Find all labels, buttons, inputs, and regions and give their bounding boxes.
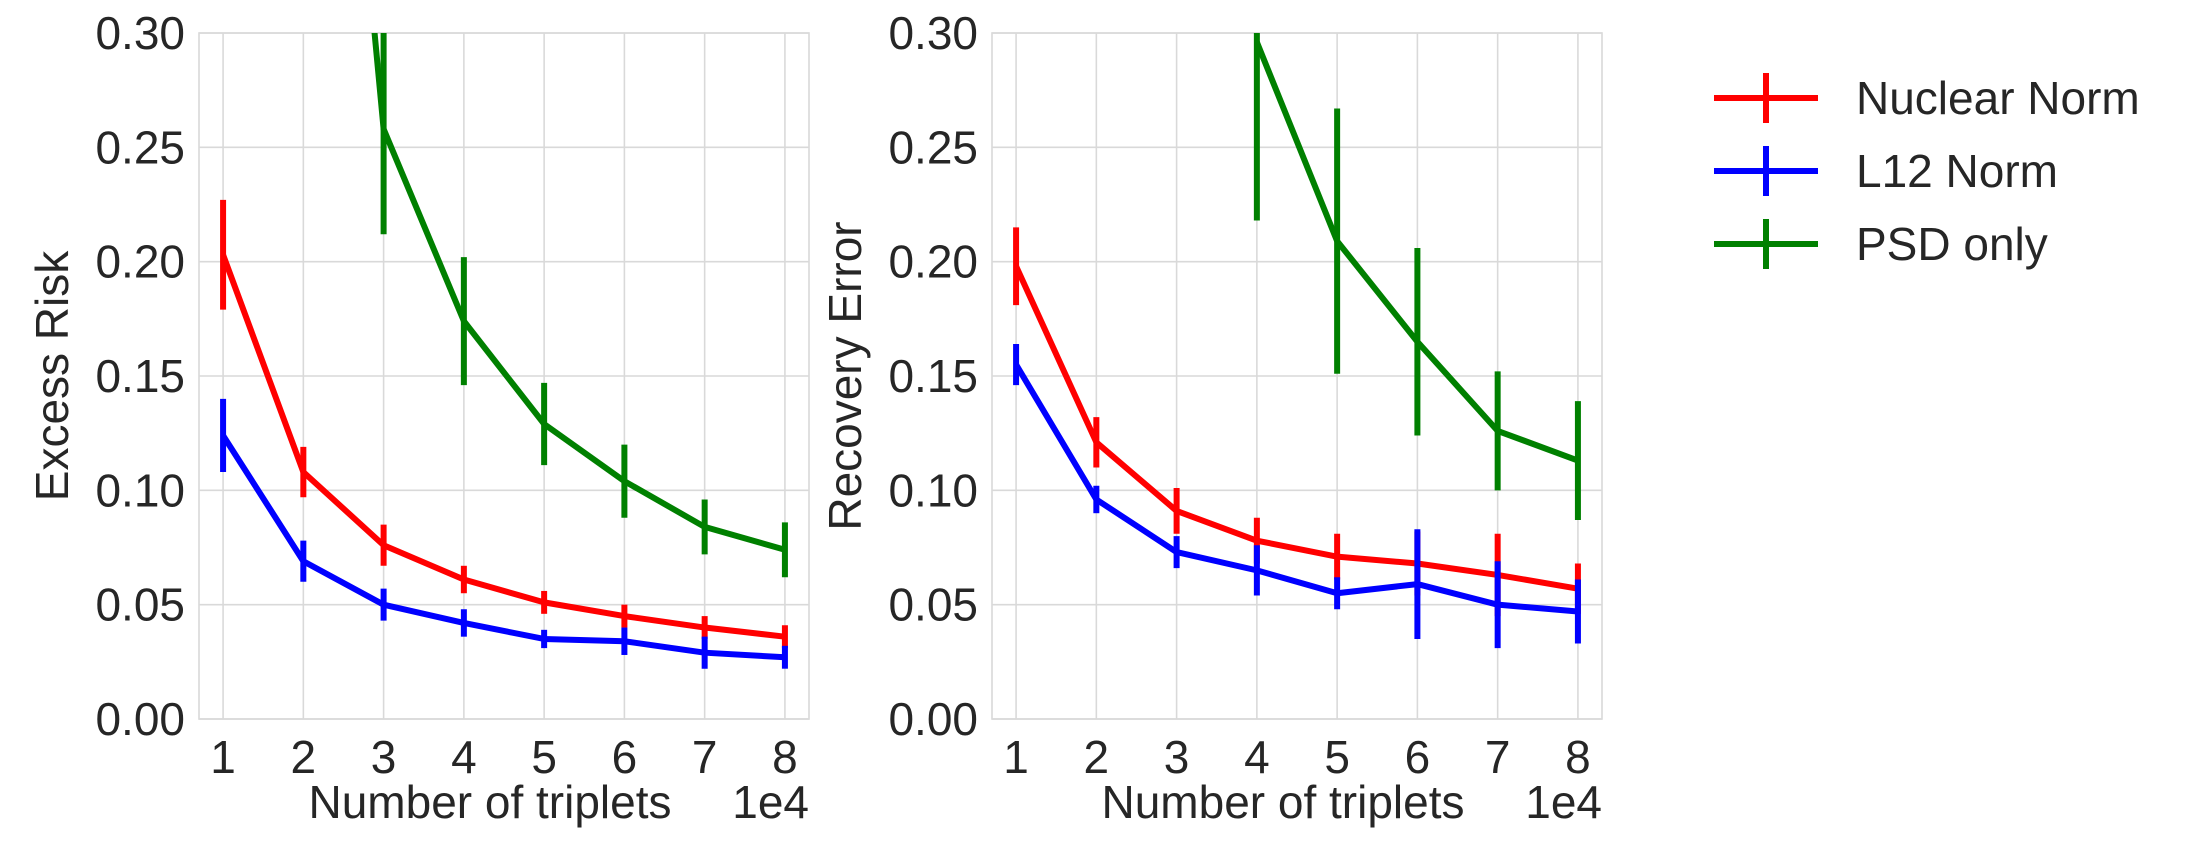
x-tick-label: 8 [772, 731, 798, 783]
x-tick-label: 7 [692, 731, 718, 783]
x-offset-label: 1e4 [1525, 776, 1602, 828]
y-tick-label: 0.25 [888, 121, 978, 173]
series-group [1013, 33, 1581, 649]
recovery-error-plot: 1 2 3 4 5 6 7 8 0.00 0.05 0.10 0.15 0.20 0.25 0.30 Numb… [819, 7, 1603, 828]
y-axis-label: Recovery Error [819, 221, 871, 530]
series-line-l12-norm [220, 433, 786, 661]
legend-label-l12-norm: L12 Norm [1856, 145, 2058, 197]
y-tick-label: 0.10 [95, 464, 185, 516]
legend-label-psd-only: PSD only [1856, 218, 2048, 270]
y-tick-label: 0.25 [95, 121, 185, 173]
x-offset-label: 1e4 [732, 776, 809, 828]
x-tick-label: 6 [1405, 731, 1431, 783]
x-tick-label: 3 [371, 731, 397, 783]
legend-label-nuclear-norm: Nuclear Norm [1856, 72, 2140, 124]
y-tick-label: 0.00 [95, 693, 185, 745]
x-tick-label: 6 [612, 731, 638, 783]
series-group [220, 33, 788, 669]
legend: Nuclear Norm L12 Norm PSD only [1714, 72, 2140, 270]
y-tick-label: 0.05 [888, 579, 978, 631]
series-line-nuclear-norm [220, 253, 786, 640]
x-tick-label: 4 [451, 731, 477, 783]
axes-frame [198, 32, 810, 720]
legend-entry-nuclear-norm: Nuclear Norm [1714, 72, 2140, 124]
x-tick-label: 8 [1565, 731, 1591, 783]
y-tick-label: 0.00 [888, 693, 978, 745]
axes-frame [991, 32, 1603, 720]
x-tick-label: 5 [531, 731, 557, 783]
x-tick-label: 3 [1164, 731, 1190, 783]
y-axis-label: Excess Risk [26, 250, 78, 501]
x-tick-label: 5 [1324, 731, 1350, 783]
y-tick-label: 0.30 [888, 7, 978, 59]
y-tick-label: 0.15 [888, 350, 978, 402]
y-tick-label: 0.10 [888, 464, 978, 516]
y-tick-label: 0.30 [95, 7, 185, 59]
series-line-nuclear-norm [1013, 264, 1579, 592]
y-tick-label: 0.05 [95, 579, 185, 631]
y-tick-label: 0.20 [888, 236, 978, 288]
x-axis-label: Number of triplets [1101, 776, 1464, 828]
x-tick-label: 2 [1084, 731, 1110, 783]
x-tick-label: 7 [1485, 731, 1511, 783]
y-tick-label: 0.15 [95, 350, 185, 402]
y-tick-label: 0.20 [95, 236, 185, 288]
legend-entry-l12-norm: L12 Norm [1714, 145, 2058, 197]
legend-entry-psd-only: PSD only [1714, 218, 2048, 270]
x-tick-label: 1 [210, 731, 236, 783]
x-tick-label: 1 [1003, 731, 1029, 783]
series-line-l12-norm [1013, 363, 1579, 615]
x-tick-label: 2 [291, 731, 317, 783]
x-tick-label: 4 [1244, 731, 1270, 783]
excess-risk-plot: 1 2 3 4 5 6 7 8 0.00 0.05 0.10 0.15 0.20 0.25 0.30 Numb… [26, 7, 810, 828]
x-axis-label: Number of triplets [308, 776, 671, 828]
